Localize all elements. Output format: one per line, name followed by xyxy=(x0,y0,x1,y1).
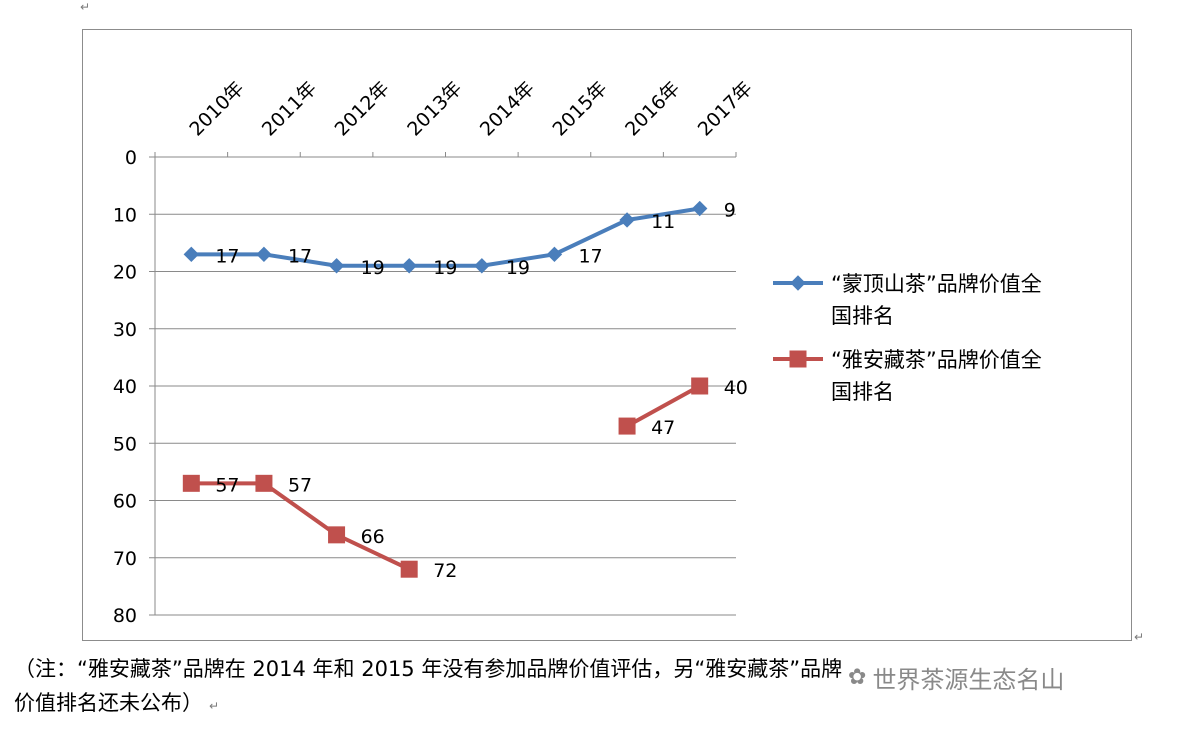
data-point xyxy=(255,474,273,492)
data-point xyxy=(691,200,708,217)
wechat-icon: ✿ xyxy=(848,665,867,690)
data-point xyxy=(619,212,635,228)
diamond-marker-icon xyxy=(790,275,806,291)
y-tick-label: 40 xyxy=(113,376,137,398)
data-label: 40 xyxy=(724,377,748,399)
series-line xyxy=(191,206,700,268)
x-tick-label: 2017年 xyxy=(694,77,757,140)
data-point xyxy=(401,258,417,274)
y-tick-label: 60 xyxy=(113,491,137,513)
gridlines xyxy=(155,213,736,616)
footnote-line-2: 价值排名还未公布） ↵ xyxy=(14,691,220,715)
legend-label: “蒙顶山茶”品牌价值全 xyxy=(831,272,1042,296)
y-tick-labels: 0 10 20 30 40 50 60 70 80 xyxy=(113,147,137,627)
series-line xyxy=(191,481,411,572)
footnote-line-1: （注：“雅安藏茶”品牌在 2014 年和 2015 年没有参加品牌价值评估，另“… xyxy=(14,657,843,681)
data-label: 19 xyxy=(361,257,385,279)
footnote: （注：“雅安藏茶”品牌在 2014 年和 2015 年没有参加品牌价值评估，另“… xyxy=(14,652,1164,723)
series-1: 17 17 19 19 19 17 11 9 xyxy=(183,200,736,279)
data-point xyxy=(328,526,346,544)
y-tick-label: 20 xyxy=(113,262,137,284)
series: 17 17 19 19 19 17 11 9 57 57 66 72 47 40 xyxy=(182,200,748,582)
x-tick-label: 2011年 xyxy=(258,77,321,140)
data-label: 19 xyxy=(433,257,457,279)
data-point xyxy=(691,377,709,395)
paragraph-mark-top: ↵ xyxy=(80,0,91,14)
x-tick-label: 2015年 xyxy=(548,77,611,140)
data-point xyxy=(328,258,345,274)
x-tick-labels: 2010年 2011年 2012年 2013年 2014年 2015年 2016年 2017年 xyxy=(185,77,757,140)
data-label: 72 xyxy=(433,560,457,582)
legend-label: “雅安藏茶”品牌价值全 xyxy=(831,348,1042,372)
data-label: 17 xyxy=(578,245,602,267)
x-tick-label: 2012年 xyxy=(331,77,394,140)
x-tick-label: 2016年 xyxy=(621,77,684,140)
data-label: 17 xyxy=(215,245,239,267)
square-marker-icon xyxy=(789,350,807,368)
x-tick-label: 2014年 xyxy=(476,77,539,140)
y-tick-label: 70 xyxy=(113,548,137,570)
data-point xyxy=(182,474,200,492)
data-point xyxy=(256,246,272,263)
data-label: 11 xyxy=(651,211,675,233)
y-tick-label: 30 xyxy=(113,319,137,341)
series-2: 57 57 66 72 47 40 xyxy=(182,377,748,582)
x-tick-label: 2010年 xyxy=(185,77,248,140)
legend-label: 国排名 xyxy=(831,380,894,404)
data-point xyxy=(400,560,418,578)
data-label: 9 xyxy=(724,200,736,222)
y-tick-label: 80 xyxy=(113,605,137,627)
data-point xyxy=(183,246,200,263)
data-label: 19 xyxy=(506,257,530,279)
data-label: 57 xyxy=(215,474,239,496)
data-label: 66 xyxy=(361,526,385,548)
y-tick-label: 0 xyxy=(125,147,137,169)
data-point xyxy=(546,246,563,263)
chart-frame: 2010年 2011年 2012年 2013年 2014年 2015年 2016年 2017年… xyxy=(82,29,1132,641)
paragraph-mark-right: ↵ xyxy=(1134,630,1145,644)
data-label: 57 xyxy=(288,474,312,496)
data-point xyxy=(618,417,636,435)
y-tick-label: 10 xyxy=(113,204,137,226)
x-tick-label: 2013年 xyxy=(403,77,466,140)
data-point xyxy=(474,258,490,274)
legend-label: 国排名 xyxy=(831,304,894,328)
data-label: 47 xyxy=(651,417,675,439)
watermark: ✿ 世界茶源生态名山 xyxy=(848,660,1064,695)
y-tick-label: 50 xyxy=(113,433,137,455)
data-label: 17 xyxy=(288,245,312,267)
line-chart: 2010年 2011年 2012年 2013年 2014年 2015年 2016年 2017年… xyxy=(113,77,1042,627)
watermark-text: 世界茶源生态名山 xyxy=(872,666,1065,694)
series-line xyxy=(626,384,701,428)
axes xyxy=(149,152,737,616)
